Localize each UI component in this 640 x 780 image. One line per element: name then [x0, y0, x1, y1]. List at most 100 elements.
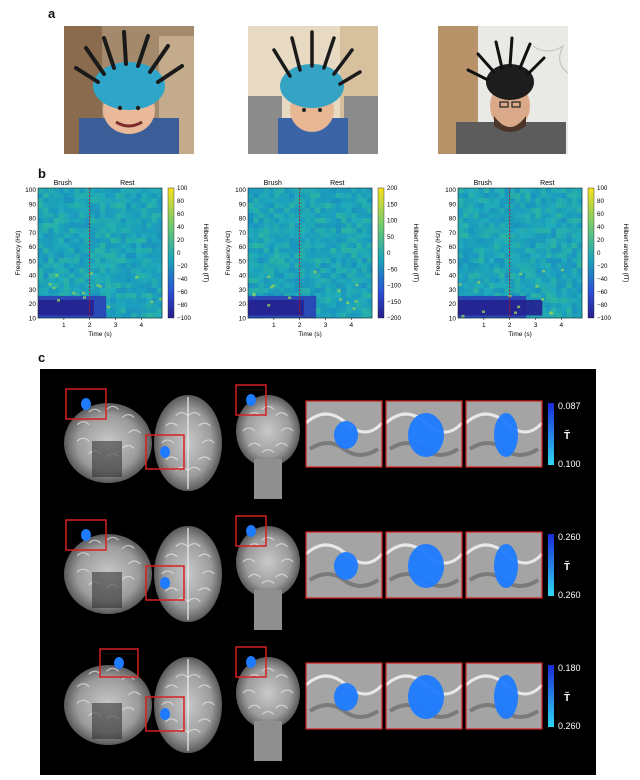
gyrus — [106, 405, 120, 410]
spectrogram-cell — [561, 298, 567, 304]
spectrogram-cell — [79, 198, 85, 204]
spectrogram-cell — [248, 283, 254, 289]
spectrogram-cell — [463, 278, 469, 284]
spectrogram-cell — [115, 313, 122, 319]
spectrogram-cell — [556, 293, 562, 299]
spectrogram-cell — [151, 253, 158, 259]
spectrogram-cell — [110, 293, 116, 299]
spectrogram-cell — [551, 253, 557, 259]
spectrogram-cell — [351, 248, 357, 254]
spectrogram-cell — [545, 293, 552, 299]
spectrogram-cell — [151, 203, 158, 209]
spectrogram-cell — [146, 273, 153, 279]
spectrogram-cell — [136, 298, 142, 304]
spectrogram-cell — [463, 203, 469, 209]
colorbar-tick-label: 0 — [387, 250, 391, 257]
spectrogram-cell — [258, 253, 264, 259]
spectrogram-cell — [294, 243, 301, 249]
spectrogram-cell — [94, 188, 101, 194]
spectrogram-cell — [330, 213, 337, 219]
spectrogram-cell — [131, 298, 137, 304]
spectrogram-cell — [325, 223, 332, 229]
spectrogram-cell — [156, 288, 163, 294]
spectrogram-cell — [125, 258, 132, 264]
spectrogram-cell — [110, 263, 116, 269]
spectrogram-cell — [315, 233, 321, 239]
spectrogram-cell — [478, 188, 485, 194]
colorbar — [587, 187, 595, 319]
spectrogram-cell — [556, 248, 562, 254]
spectrogram-cell — [520, 233, 526, 239]
spectrogram-cell — [100, 268, 106, 274]
spectrogram-cell — [84, 238, 91, 244]
spectrogram-cell — [320, 238, 326, 244]
spectrogram-cell — [284, 268, 290, 274]
spectrogram-cell — [463, 253, 469, 259]
colorbar-label: Hilbert amplitude (fT) — [412, 224, 419, 283]
y-tick-label: 60 — [239, 244, 247, 251]
spectrogram-cell — [289, 258, 295, 264]
spectrogram-cell — [84, 258, 91, 264]
spectrogram-cell — [100, 263, 106, 269]
spectrogram-cell — [105, 213, 111, 219]
spectrogram-cell — [556, 213, 562, 219]
spectrogram-cell — [566, 283, 573, 289]
spectrogram-cell — [361, 238, 368, 244]
spectrogram-cell — [304, 268, 311, 274]
spectrogram-cell — [551, 208, 557, 214]
spectrogram-cell — [520, 248, 526, 254]
spectrogram-cell — [89, 218, 96, 224]
spectrogram-cell — [299, 238, 306, 244]
spectrogram-cell — [346, 268, 352, 274]
spectrogram-cell — [366, 218, 373, 224]
spectrogram-cell — [330, 238, 337, 244]
spectrogram-cell — [38, 263, 44, 269]
spectrogram-cell — [284, 278, 290, 284]
spectrogram-cell — [556, 308, 562, 314]
spectrogram-cell — [279, 188, 285, 194]
spectrogram-cell — [310, 253, 316, 259]
spectrogram-cell — [520, 203, 526, 209]
spectrogram-cell — [473, 208, 480, 214]
spectrogram-cell — [151, 268, 158, 274]
spectrogram-cell — [120, 188, 127, 194]
gyrus — [161, 439, 175, 444]
spectrogram-cell — [571, 278, 578, 284]
spectrogram-cell — [566, 203, 573, 209]
spectrogram-cell — [38, 188, 44, 194]
spectrogram-cell — [279, 233, 285, 239]
zoom-frame — [465, 400, 543, 468]
spectrogram-cell — [105, 238, 111, 244]
spectrogram-cell — [115, 303, 122, 309]
spectrogram-cell — [315, 253, 321, 259]
spectrogram-cell — [468, 233, 474, 239]
spectrogram-cell — [284, 293, 290, 299]
spectrogram-cell — [494, 188, 500, 194]
activation-scale — [548, 403, 554, 465]
spectrogram-cell — [566, 308, 573, 314]
spectrogram-cell — [551, 283, 557, 289]
spectrogram-cell — [43, 253, 49, 259]
spectrogram-cell — [48, 258, 54, 264]
spectrogram-cell — [551, 273, 557, 279]
spectrogram-cell — [346, 253, 352, 259]
spectrogram-cell — [110, 278, 116, 284]
spectrogram-cell — [94, 203, 101, 209]
spectrogram-cell — [514, 278, 521, 284]
spectrogram-cell — [530, 188, 536, 194]
spectrogram-cell — [125, 268, 132, 274]
spectrogram-cell — [94, 253, 101, 259]
spectrogram-cell — [576, 233, 583, 239]
colorbar-tick-label: 150 — [387, 201, 398, 208]
spectrogram-cell — [94, 238, 101, 244]
spectrogram-cell — [43, 248, 49, 254]
spectrogram-cell — [473, 193, 480, 199]
spectrogram-cell — [551, 203, 557, 209]
spectrogram-cell — [530, 193, 536, 199]
spectrogram-cell — [284, 243, 290, 249]
highlight-box — [235, 384, 267, 416]
spectrogram-cell — [346, 263, 352, 269]
spectrogram-cell — [341, 238, 347, 244]
spectrogram-cell — [514, 233, 521, 239]
colorbar-tick-label: −40 — [597, 276, 608, 283]
